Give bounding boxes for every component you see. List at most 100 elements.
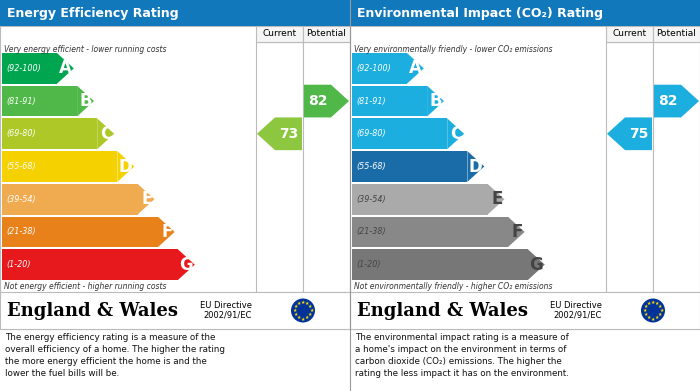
Bar (352, 86, 427, 117)
Polygon shape (528, 249, 545, 280)
Text: ★: ★ (658, 312, 662, 317)
Bar (606, 42, 653, 292)
Polygon shape (407, 53, 424, 84)
Text: Very environmentally friendly - lower CO₂ emissions: Very environmentally friendly - lower CO… (354, 45, 552, 54)
Text: Very energy efficient - lower running costs: Very energy efficient - lower running co… (4, 45, 167, 54)
Polygon shape (468, 151, 484, 182)
Polygon shape (488, 184, 505, 215)
Bar (2, 53, 57, 84)
Text: ★: ★ (651, 300, 655, 305)
Bar (606, 26, 653, 42)
Text: ★: ★ (305, 316, 309, 320)
Text: (81-91): (81-91) (356, 97, 386, 106)
Text: Current: Current (612, 29, 647, 38)
Text: ★: ★ (301, 316, 305, 321)
Bar (352, 118, 447, 149)
Text: Not environmentally friendly - higher CO₂ emissions: Not environmentally friendly - higher CO… (354, 282, 552, 291)
Bar (0, 0, 350, 26)
Text: 2002/91/EC: 2002/91/EC (204, 311, 252, 320)
Bar (303, 26, 350, 42)
Polygon shape (158, 217, 174, 247)
Text: ★: ★ (305, 301, 309, 306)
Bar (350, 26, 700, 329)
Bar (256, 42, 303, 292)
Text: ★: ★ (655, 301, 659, 306)
Text: (69-80): (69-80) (6, 129, 36, 138)
Text: 75: 75 (629, 127, 648, 141)
Text: ★: ★ (655, 316, 659, 320)
Bar (2, 151, 118, 182)
Text: (55-68): (55-68) (356, 162, 386, 171)
Text: Not energy efficient - higher running costs: Not energy efficient - higher running co… (4, 282, 167, 291)
Text: EU Directive: EU Directive (550, 301, 602, 310)
Polygon shape (138, 184, 155, 215)
Text: England & Wales: England & Wales (7, 301, 178, 319)
Bar (2, 86, 77, 117)
Polygon shape (447, 118, 464, 149)
Bar (303, 42, 350, 292)
Bar (352, 151, 468, 182)
Text: ★: ★ (297, 301, 301, 306)
Text: ★: ★ (308, 304, 312, 309)
Bar (352, 53, 407, 84)
Polygon shape (57, 53, 74, 84)
Text: The environmental impact rating is a measure of
a home's impact on the environme: The environmental impact rating is a mea… (355, 333, 569, 378)
Polygon shape (304, 85, 349, 117)
Text: F: F (511, 223, 523, 241)
Text: D: D (118, 158, 132, 176)
Polygon shape (97, 118, 114, 149)
Text: ★: ★ (647, 316, 651, 320)
Text: (21-38): (21-38) (6, 228, 36, 237)
Text: ★: ★ (293, 308, 297, 313)
Text: EU Directive: EU Directive (200, 301, 252, 310)
Text: ★: ★ (301, 300, 305, 305)
Text: B: B (429, 92, 442, 110)
Text: C: C (450, 125, 462, 143)
Polygon shape (607, 117, 652, 150)
Bar (350, 292, 700, 329)
Text: (1-20): (1-20) (356, 260, 381, 269)
Text: ★: ★ (643, 304, 648, 309)
Text: A: A (59, 59, 72, 77)
Text: (39-54): (39-54) (356, 195, 386, 204)
Text: ★: ★ (309, 308, 314, 313)
Text: Energy Efficiency Rating: Energy Efficiency Rating (7, 7, 178, 20)
Text: Potential: Potential (657, 29, 696, 38)
Text: G: G (529, 256, 542, 274)
Text: The energy efficiency rating is a measure of the
overall efficiency of a home. T: The energy efficiency rating is a measur… (5, 333, 225, 378)
Text: (69-80): (69-80) (356, 129, 386, 138)
Text: ★: ★ (293, 312, 298, 317)
Text: ★: ★ (297, 316, 301, 320)
Text: ★: ★ (308, 312, 312, 317)
Bar (2, 184, 138, 215)
Bar (352, 217, 508, 247)
Text: (92-100): (92-100) (356, 64, 391, 73)
Text: C: C (100, 125, 112, 143)
Bar (256, 26, 303, 42)
Text: (81-91): (81-91) (6, 97, 36, 106)
Text: Current: Current (262, 29, 297, 38)
Text: Potential: Potential (307, 29, 346, 38)
Polygon shape (118, 151, 134, 182)
Text: E: E (491, 190, 503, 208)
Bar (0, 26, 350, 329)
Bar (352, 184, 488, 215)
Text: A: A (409, 59, 422, 77)
Text: ★: ★ (651, 316, 655, 321)
Text: (39-54): (39-54) (6, 195, 36, 204)
Text: Environmental Impact (CO₂) Rating: Environmental Impact (CO₂) Rating (357, 7, 603, 20)
Text: (21-38): (21-38) (356, 228, 386, 237)
Bar (2, 217, 158, 247)
Polygon shape (654, 85, 699, 117)
Text: ★: ★ (658, 304, 662, 309)
Bar (0, 292, 350, 329)
Polygon shape (508, 217, 524, 247)
Text: ★: ★ (643, 312, 648, 317)
Text: (92-100): (92-100) (6, 64, 41, 73)
Text: ★: ★ (643, 308, 647, 313)
Text: 82: 82 (658, 94, 678, 108)
Polygon shape (427, 86, 444, 117)
Text: 82: 82 (308, 94, 328, 108)
Polygon shape (77, 86, 94, 117)
Circle shape (641, 298, 665, 323)
